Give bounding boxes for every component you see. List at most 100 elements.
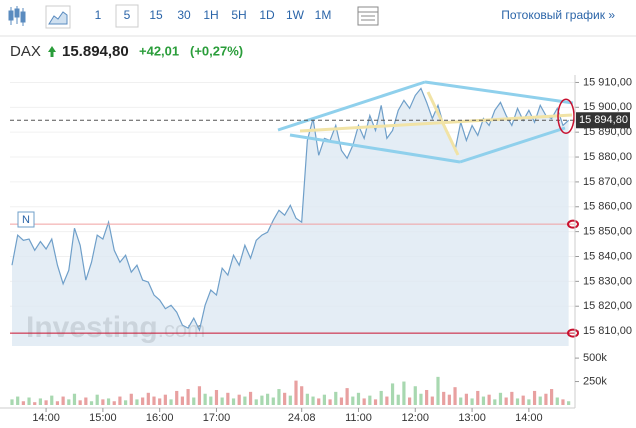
volume-bar (567, 401, 571, 405)
volume-bar (78, 400, 82, 405)
volume-bar (10, 399, 14, 405)
volume-bar (300, 386, 304, 405)
volume-bar (430, 396, 434, 405)
volume-bar (317, 398, 321, 405)
volume-bar (459, 397, 463, 405)
x-tick-label: 14:00 (515, 412, 543, 424)
volume-bar (362, 398, 366, 405)
volume-bar (447, 394, 451, 405)
channel-drawing (459, 126, 566, 164)
volume-bar (408, 397, 412, 405)
volume-bar (294, 380, 298, 405)
x-tick-label: 16:00 (146, 412, 174, 424)
volume-bar (373, 399, 378, 405)
interval-button[interactable]: 1D (259, 8, 275, 22)
volume-bar (481, 396, 486, 405)
area-icon[interactable] (45, 5, 71, 29)
volume-bar (237, 394, 241, 405)
interval-button[interactable]: 1 (95, 8, 102, 22)
level-marker (567, 328, 579, 338)
volume-bar (141, 397, 145, 405)
volume-bar (532, 390, 537, 405)
volume-bar (419, 393, 423, 405)
interval-button[interactable]: 1M (315, 8, 332, 22)
volume-bar (254, 399, 258, 405)
volume-bar (169, 399, 173, 405)
level-marker (567, 219, 579, 229)
interval-button[interactable]: 5 (124, 8, 131, 22)
volume-bar (487, 394, 491, 405)
x-tick-label: 17:00 (203, 412, 231, 424)
volume-bar (220, 397, 224, 405)
volume-bar (186, 389, 190, 405)
channel-drawing (424, 80, 574, 105)
volume-bar (345, 388, 349, 405)
symbol: DAX (10, 43, 41, 60)
candles-icon[interactable] (8, 6, 26, 26)
stream-link[interactable]: Потоковый график » (501, 8, 615, 22)
volume-bar (334, 391, 338, 405)
volume-bar (21, 401, 25, 405)
volume-bar (555, 397, 559, 405)
volume-tick-label: 250k (583, 375, 607, 387)
volume-bar (379, 390, 383, 405)
volume-bar (283, 392, 287, 405)
volume-bar (209, 396, 213, 405)
volume-bar (561, 399, 565, 405)
volume-bar (521, 395, 525, 405)
volume-bar (135, 399, 139, 405)
volume-bar (413, 386, 417, 405)
volume-bar (527, 399, 531, 405)
up-arrow (48, 46, 56, 57)
y-tick-label: 15 870,00 (583, 176, 632, 188)
volume-bar (175, 390, 179, 405)
trend-drawing (299, 113, 573, 133)
volume-bar (442, 391, 446, 405)
volume-bar (498, 392, 503, 405)
volume-bar (16, 396, 20, 405)
interval-button[interactable]: 1W (286, 8, 305, 22)
volume-bar (118, 396, 122, 405)
x-tick-label: 14:00 (32, 412, 60, 424)
last-price-box (576, 112, 630, 129)
interval-button[interactable]: 15 (149, 8, 163, 22)
volume-bar (38, 398, 42, 405)
volume-bar (436, 376, 440, 405)
volume-bar (180, 396, 184, 405)
volume-bar (504, 397, 508, 405)
volume-bar (550, 389, 554, 405)
volume-bar (266, 393, 270, 405)
volume-bar (328, 399, 332, 405)
volume-bar (453, 387, 457, 405)
volume-bar (203, 393, 207, 405)
volume-bar (27, 397, 31, 405)
x-tick-label: 15:00 (89, 412, 117, 424)
volume-bar (84, 397, 88, 405)
volume-bar (277, 389, 281, 405)
interval-button[interactable]: 5H (231, 8, 246, 22)
table-icon[interactable] (357, 6, 379, 26)
volume-bar (124, 400, 128, 405)
volume-bar (544, 393, 548, 405)
volume-bar (260, 395, 264, 405)
y-tick-label: 15 900,00 (583, 101, 632, 113)
y-tick-label: 15 880,00 (583, 151, 632, 163)
y-tick-label: 15 830,00 (583, 275, 632, 287)
area-fill (12, 88, 569, 346)
selected-interval-box (115, 4, 139, 28)
volume-bar (44, 400, 48, 405)
volume-bar (476, 390, 480, 405)
volume-bar (351, 396, 355, 405)
event-marker-box (17, 211, 35, 228)
volume-bar (305, 393, 309, 405)
volume-bar (322, 394, 326, 405)
change: +42,01 (139, 43, 179, 58)
x-tick-label: 12:00 (402, 412, 430, 424)
volume-bar (214, 389, 219, 405)
volume-bar (271, 397, 275, 405)
y-tick-label: 15 840,00 (583, 250, 632, 262)
x-tick-label: 24.08 (288, 412, 316, 424)
interval-button[interactable]: 1H (203, 8, 218, 22)
event-marker: N (22, 214, 30, 226)
interval-button[interactable]: 30 (177, 8, 191, 22)
